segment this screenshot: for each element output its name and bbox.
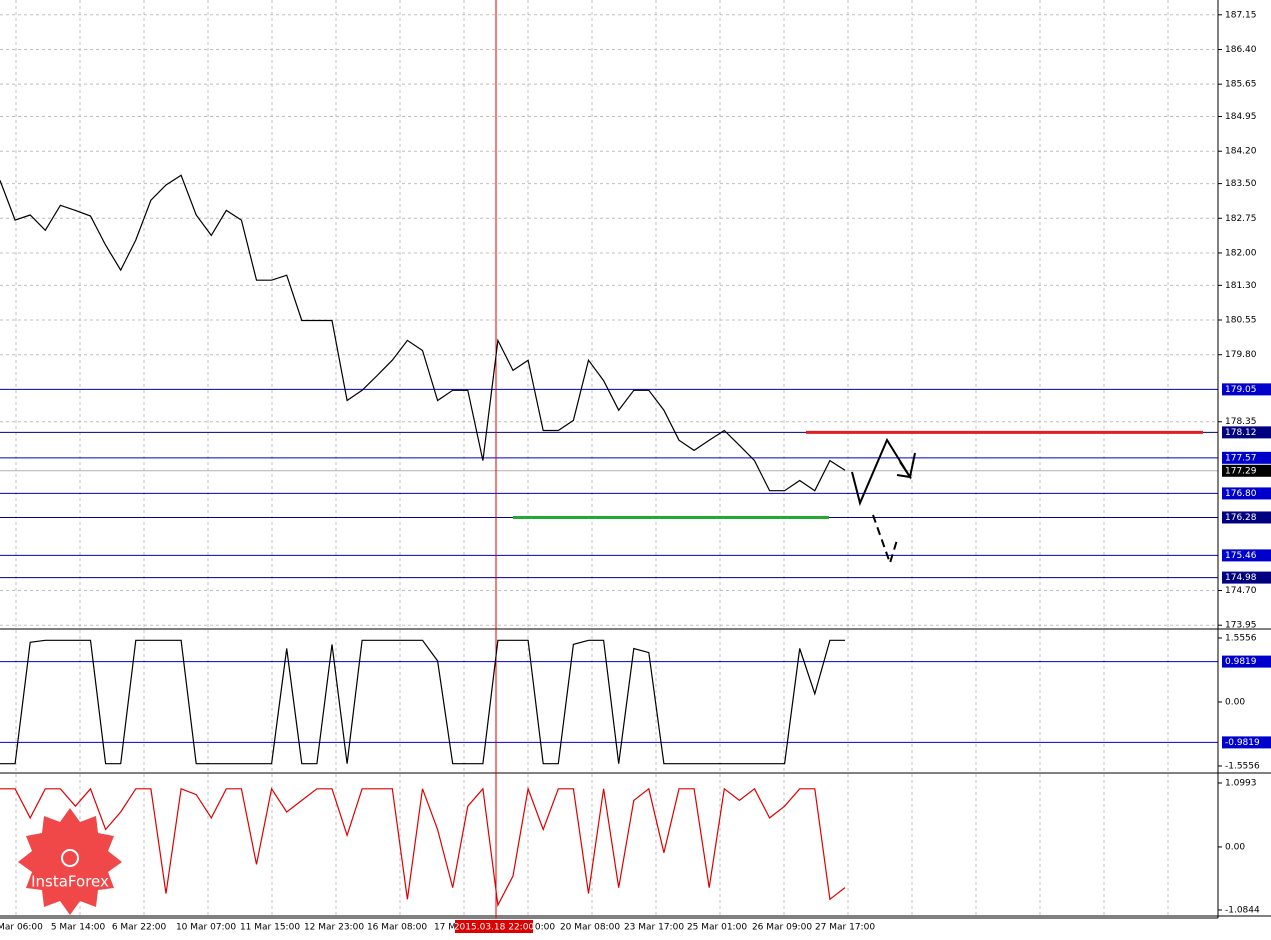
level-label-box: [1222, 487, 1271, 500]
y-tick-label: -1.0844: [1225, 905, 1260, 915]
forecast-dashed: [872, 514, 898, 567]
level-label-box: [1222, 426, 1271, 439]
arrow-head: [896, 461, 913, 479]
y-tick-label: 184.20: [1225, 147, 1257, 157]
level-label: 176.28: [1225, 513, 1257, 523]
y-tick-label: 182.00: [1225, 248, 1257, 258]
y-tick-label: 178.35: [1225, 417, 1257, 427]
y-tick-label: 181.30: [1225, 281, 1257, 291]
level-label: -0.9819: [1225, 738, 1260, 748]
badge: [18, 808, 122, 915]
y-tick-label: 180.55: [1225, 316, 1257, 326]
level-label-box: [1222, 571, 1271, 584]
watermark: InstaForex: [18, 808, 122, 915]
x-tick-label: Mar 06:00: [0, 923, 43, 933]
marks: 187.15 186.40 185.65 184.95 184.20 183.50 182.…: [0, 10, 1271, 933]
y-tick-label: 0.00: [1225, 842, 1245, 852]
forecast-arrows: [851, 437, 916, 567]
y-tick-label: 1.0993: [1225, 779, 1257, 789]
level-label-box: [1222, 655, 1271, 668]
y-tick-label: -1.5556: [1225, 762, 1260, 772]
x-tick-label: 12 Mar 23:00: [304, 923, 364, 933]
cursor-label: 2015.03.18 22:00: [454, 923, 535, 933]
y-tick-label: 1.5556: [1225, 633, 1257, 643]
level-label: 174.98: [1225, 573, 1257, 583]
level-label: 0.9819: [1225, 657, 1257, 667]
x-tick-label: 27 Mar 17:00: [815, 923, 875, 933]
logo-icon: [61, 849, 79, 867]
y-tick-label: 174.70: [1225, 586, 1257, 596]
x-tick-label: 5 Mar 14:00: [51, 923, 106, 933]
series-line: [0, 786, 846, 908]
level-label-box: [1222, 549, 1271, 562]
watermark-text: InstaForex: [31, 873, 109, 891]
level-label: 178.12: [1225, 428, 1257, 438]
series-line: [0, 174, 846, 492]
x-tick-label: 17 M: [434, 923, 456, 933]
y-tick-label: 184.95: [1225, 112, 1257, 122]
cursor-label-box: [455, 920, 533, 933]
x-tick-label: 10 Mar 07:00: [176, 923, 236, 933]
level-label-box: [1222, 511, 1271, 524]
y-tick-label: 185.65: [1225, 80, 1257, 90]
x-tick-label: 11 Mar 15:00: [240, 923, 300, 933]
y-tick-label: 187.15: [1225, 10, 1257, 20]
level-label-box: [1222, 451, 1271, 464]
x-tick-label: 16 Mar 08:00: [367, 923, 427, 933]
level-label-box: [1222, 736, 1271, 749]
x-tick-label: 6 Mar 22:00: [112, 923, 167, 933]
y-tick-label: 179.80: [1225, 350, 1257, 360]
level-label: 175.46: [1225, 551, 1257, 561]
level-label: 179.05: [1225, 385, 1257, 395]
y-tick-label: 183.50: [1225, 179, 1257, 189]
level-label-box: [1222, 383, 1271, 396]
x-tick-label: 20 Mar 08:00: [560, 923, 620, 933]
series-line: [0, 639, 845, 765]
y-tick-label: 186.40: [1225, 45, 1257, 55]
y-tick-label: 0.00: [1225, 698, 1245, 708]
x-tick-label: 26 Mar 09:00: [752, 923, 812, 933]
x-tick-label: 0:00: [535, 923, 555, 933]
y-tick-label: 173.95: [1225, 621, 1257, 631]
level-label: 176.80: [1225, 489, 1257, 499]
forecast-path: [851, 437, 916, 507]
x-tick-label: 23 Mar 17:00: [624, 923, 684, 933]
level-label: 177.57: [1225, 453, 1257, 463]
grid: [0, 0, 1271, 919]
y-tick-label: 182.75: [1225, 214, 1257, 224]
x-tick-label: 25 Mar 01:00: [687, 923, 747, 933]
current-price-box: [1222, 464, 1271, 477]
current-price-label: 177.29: [1225, 466, 1257, 476]
